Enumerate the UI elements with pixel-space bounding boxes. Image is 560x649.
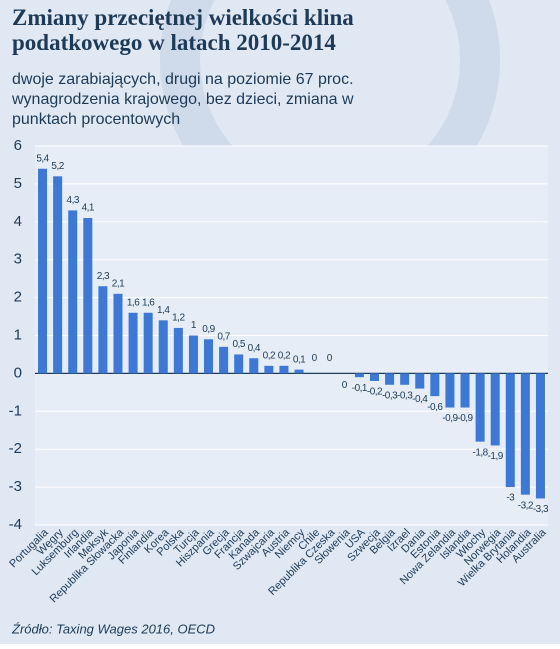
- bar: [38, 168, 48, 374]
- bar: [354, 373, 364, 378]
- bar: [385, 373, 395, 385]
- value-label: 1,6: [142, 297, 155, 308]
- value-label: 0,2: [263, 350, 276, 361]
- y-tick-label: -1: [9, 402, 22, 419]
- value-label: 2,1: [112, 278, 125, 289]
- value-label: 1,4: [157, 305, 170, 316]
- bar: [188, 335, 198, 374]
- bar: [505, 373, 515, 488]
- chart-subtitle: dwoje zarabiających, drugi na poziomie 6…: [11, 71, 358, 128]
- bar: [415, 373, 425, 389]
- value-label: 0,7: [217, 332, 230, 343]
- bar: [83, 218, 93, 374]
- bar: [535, 373, 545, 499]
- bar: [234, 354, 244, 374]
- value-label: -0,3: [382, 390, 398, 401]
- value-label: 5,2: [51, 161, 64, 172]
- value-label: -0,9: [442, 413, 458, 424]
- value-label: 1,2: [172, 313, 185, 324]
- y-tick-label: 3: [14, 251, 22, 268]
- value-label: 0,1: [293, 354, 306, 365]
- bar: [219, 346, 229, 374]
- bar: [490, 373, 500, 446]
- bar: [400, 373, 410, 385]
- bar: [430, 373, 440, 397]
- bar: [445, 373, 455, 408]
- bar: [98, 286, 108, 374]
- y-tick-label: -4: [9, 516, 22, 533]
- value-label: -0,6: [427, 402, 443, 413]
- bar: [113, 293, 123, 374]
- y-tick-label: 5: [14, 175, 22, 192]
- bar: [143, 312, 153, 374]
- value-label: 0: [312, 353, 318, 364]
- y-tick-label: 6: [14, 137, 22, 154]
- value-label: -0,1: [352, 383, 368, 394]
- value-label: -3,2: [518, 500, 534, 511]
- value-label: -0,9: [457, 413, 473, 424]
- bar: [279, 365, 289, 374]
- value-label: -0,3: [397, 390, 413, 401]
- bar: [475, 373, 485, 442]
- value-label: 4,3: [67, 195, 80, 206]
- value-label: -3,3: [533, 504, 549, 515]
- bar: [249, 358, 259, 374]
- value-label: 1: [191, 320, 197, 331]
- value-label: 4,1: [82, 203, 95, 214]
- value-label: 0,5: [232, 339, 245, 350]
- value-label: -1,8: [472, 447, 488, 458]
- value-label: 0,2: [278, 350, 291, 361]
- value-label: 1,6: [127, 297, 140, 308]
- bar: [68, 210, 78, 374]
- value-label: 0,9: [202, 324, 215, 335]
- value-label: -1,9: [488, 451, 504, 462]
- source: Źródło: Taxing Wages 2016, OECD: [11, 621, 215, 636]
- bar: [294, 369, 304, 374]
- bar: [264, 365, 274, 374]
- chart-title: Zmiany przeciętnej wielkości klina podat…: [12, 5, 360, 55]
- y-tick-label: 4: [14, 213, 22, 230]
- bar: [369, 373, 379, 381]
- value-label: 0: [342, 380, 348, 391]
- bar: [173, 327, 183, 374]
- y-tick-label: 0: [14, 364, 22, 381]
- y-tick-label: -3: [9, 478, 22, 495]
- value-label: -3: [506, 493, 515, 504]
- bar: [460, 373, 470, 408]
- value-label: -0,4: [412, 394, 428, 405]
- value-label: 5,4: [36, 153, 49, 164]
- y-tick-label: 1: [14, 326, 22, 343]
- bar: [128, 312, 138, 374]
- y-tick-label: 2: [14, 289, 22, 306]
- value-label: 2,3: [97, 271, 110, 282]
- bar: [158, 320, 168, 374]
- value-label: -0,2: [367, 387, 383, 398]
- y-tick-label: -2: [9, 440, 22, 457]
- bar: [204, 339, 214, 374]
- value-label: 0,4: [248, 343, 261, 354]
- bar: [520, 373, 530, 495]
- bar: [53, 176, 63, 374]
- value-label: 0: [327, 353, 333, 364]
